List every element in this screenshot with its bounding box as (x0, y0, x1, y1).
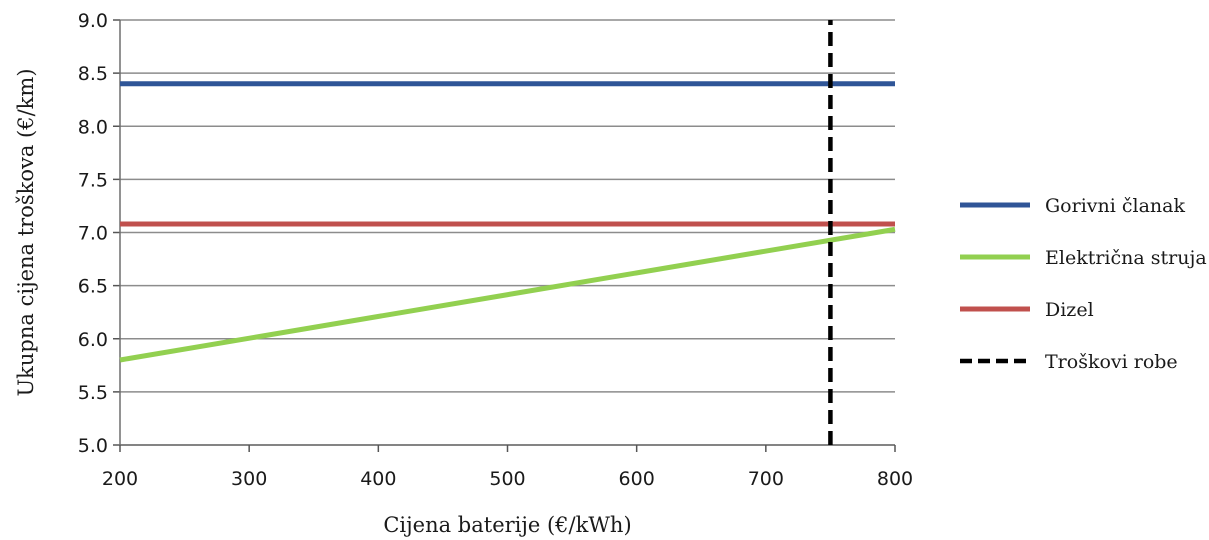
x-tick-label: 700 (748, 468, 784, 490)
y-tick-label: 6.5 (78, 276, 108, 298)
x-tick-label: 800 (877, 468, 913, 490)
y-tick-label: 8.5 (78, 63, 108, 85)
legend-item: Troškovi robe (960, 351, 1178, 373)
legend-item: Dizel (960, 299, 1094, 321)
y-tick-label: 8.0 (78, 116, 108, 138)
legend-label: Dizel (1045, 299, 1094, 321)
x-tick-labels: 200 300 400 500 600 700 800 (102, 468, 913, 490)
y-tick-label: 7.5 (78, 169, 108, 191)
series-layer (119, 20, 896, 445)
legend-label: Električna struja (1045, 247, 1207, 269)
legend-label: Troškovi robe (1045, 351, 1178, 373)
legend: Gorivni članak Električna struja Dizel T… (960, 195, 1207, 373)
y-tick-label: 5.5 (78, 382, 108, 404)
y-tick-label: 9.0 (78, 10, 108, 32)
x-tick-label: 500 (489, 468, 525, 490)
axes (113, 19, 896, 452)
y-tick-label: 7.0 (78, 223, 108, 245)
legend-item: Gorivni članak (960, 195, 1185, 217)
y-tick-label: 6.0 (78, 329, 108, 351)
x-tick-label: 400 (360, 468, 396, 490)
y-tick-label: 5.0 (78, 435, 108, 457)
x-axis-title: Cijena baterije (€/kWh) (383, 513, 631, 537)
x-tick-label: 300 (231, 468, 267, 490)
y-tick-labels: 5.0 5.5 6.0 6.5 7.0 7.5 8.0 8.5 9.0 (78, 10, 108, 457)
legend-label: Gorivni članak (1045, 195, 1185, 217)
series-line (119, 226, 896, 363)
x-tick-label: 200 (102, 468, 138, 490)
x-tick-label: 600 (619, 468, 655, 490)
y-axis-title: Ukupna cijena troškova (€/km) (14, 68, 38, 396)
legend-item: Električna struja (960, 247, 1207, 269)
